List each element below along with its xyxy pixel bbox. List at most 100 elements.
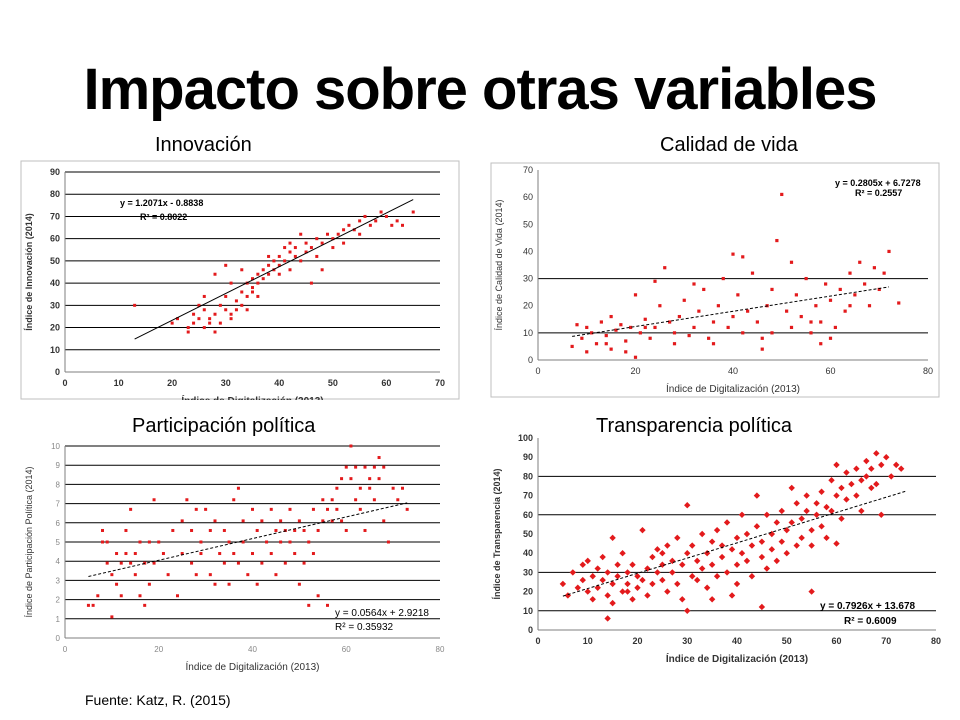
- x-tick-label: 70: [881, 636, 891, 646]
- data-point: [823, 534, 830, 542]
- data-point: [674, 534, 681, 542]
- data-point: [342, 241, 346, 245]
- data-point: [379, 210, 383, 214]
- data-point: [133, 552, 137, 556]
- data-point: [199, 540, 203, 544]
- data-point: [202, 294, 206, 298]
- data-point: [283, 561, 287, 565]
- data-point: [828, 477, 835, 484]
- data-point: [241, 540, 245, 544]
- data-point: [604, 592, 611, 599]
- caption-transparencia: Transparencia política: [596, 415, 793, 437]
- data-point: [639, 576, 646, 584]
- data-point: [241, 519, 245, 523]
- data-point: [863, 282, 867, 286]
- data-point: [633, 293, 638, 297]
- data-point: [147, 582, 151, 586]
- data-point: [726, 325, 730, 330]
- data-point: [340, 519, 344, 523]
- trendline: [134, 199, 414, 340]
- data-point: [619, 550, 626, 557]
- data-point: [723, 569, 731, 576]
- y-tick-label: 70: [50, 211, 60, 221]
- x-axis-label: Índice de Digitalización (2013): [181, 394, 323, 400]
- y-tick-label: 50: [50, 256, 60, 266]
- data-point: [382, 465, 386, 469]
- data-point: [594, 565, 601, 572]
- data-point: [814, 304, 818, 308]
- y-tick-label: 30: [50, 300, 60, 310]
- data-point: [828, 298, 833, 302]
- data-point: [377, 456, 381, 460]
- r-squared-label: R² = 0.8022: [140, 212, 187, 222]
- data-point: [124, 552, 128, 556]
- chart-participacion: 0 1 2 3 4 5 6 7 8 9 10 0 20 40 60 80 Índice de Digitaliz…: [20, 440, 460, 685]
- data-point: [288, 241, 292, 245]
- data-point: [288, 507, 292, 511]
- data-point: [218, 552, 222, 556]
- data-point: [115, 582, 119, 586]
- data-point: [887, 249, 891, 254]
- data-point: [197, 303, 201, 307]
- data-point: [654, 546, 661, 553]
- data-point: [340, 477, 344, 481]
- data-point: [872, 266, 876, 270]
- data-point: [411, 210, 415, 214]
- x-tick-label: 40: [248, 645, 257, 654]
- data-point: [326, 507, 329, 511]
- x-tick-label: 0: [62, 378, 67, 388]
- data-point: [147, 540, 151, 544]
- data-point: [152, 498, 156, 502]
- data-point: [330, 498, 334, 502]
- data-point: [731, 252, 735, 256]
- data-point: [579, 561, 586, 568]
- y-tick-label: 40: [523, 246, 533, 256]
- data-point: [288, 540, 292, 544]
- data-point: [86, 603, 90, 607]
- data-point: [833, 540, 840, 547]
- data-point: [794, 293, 798, 297]
- data-point: [798, 534, 805, 542]
- x-tick-label: 0: [63, 645, 68, 654]
- data-point: [848, 304, 852, 308]
- data-point: [326, 232, 329, 236]
- data-point: [320, 268, 324, 272]
- y-tick-label: 10: [50, 345, 60, 355]
- data-point: [609, 534, 616, 542]
- data-point: [863, 457, 870, 465]
- data-point: [738, 550, 746, 557]
- data-point: [171, 528, 175, 532]
- data-point: [105, 540, 109, 544]
- data-point: [689, 573, 696, 580]
- data-point: [213, 272, 217, 276]
- data-point: [384, 214, 388, 218]
- data-point: [702, 287, 706, 292]
- data-point: [277, 272, 281, 276]
- data-point: [110, 573, 114, 577]
- data-point: [245, 294, 249, 298]
- data-point: [653, 325, 657, 330]
- data-point: [808, 526, 815, 534]
- data-point: [304, 241, 308, 245]
- data-point: [170, 321, 174, 325]
- data-point: [240, 303, 244, 307]
- data-point: [401, 223, 404, 227]
- caption-innovacion: Innovación: [155, 134, 252, 156]
- data-point: [804, 276, 808, 281]
- data-point: [267, 263, 271, 267]
- data-point: [843, 309, 847, 313]
- data-point: [372, 498, 376, 502]
- data-point: [853, 492, 860, 499]
- y-tick-label: 100: [518, 433, 533, 443]
- y-tick-label: 50: [523, 219, 533, 229]
- x-tick-label: 0: [535, 366, 540, 376]
- data-point: [302, 561, 306, 565]
- data-point: [344, 528, 348, 532]
- data-point: [713, 526, 721, 534]
- data-point: [256, 294, 260, 298]
- data-point: [315, 254, 319, 258]
- data-point: [669, 569, 676, 576]
- data-point: [101, 528, 104, 532]
- data-point: [570, 344, 574, 349]
- data-point: [185, 498, 189, 502]
